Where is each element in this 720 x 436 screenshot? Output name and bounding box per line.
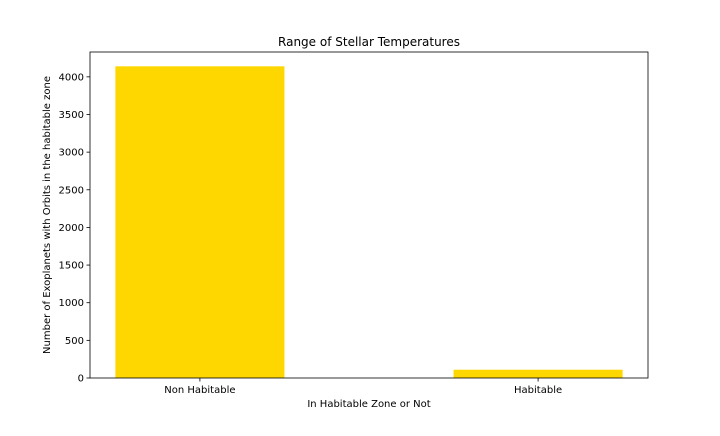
y-tick-label: 2000: [59, 223, 84, 234]
y-tick-label: 1500: [59, 261, 84, 272]
y-tick-label: 4000: [59, 72, 84, 83]
plot-frame: [89, 51, 649, 379]
bar-non-habitable: [115, 66, 285, 379]
y-tick-label: 3500: [59, 110, 84, 121]
x-axis-label: In Habitable Zone or Not: [307, 399, 430, 410]
x-tick-label: Habitable: [514, 385, 562, 396]
bar-habitable: [453, 369, 623, 378]
x-tick-label: Non Habitable: [164, 385, 235, 396]
y-axis-label: Number of Exoplanets with Orbits in the …: [42, 76, 53, 354]
y-tick-label: 0: [78, 374, 84, 385]
y-tick-label: 500: [65, 336, 84, 347]
x-axis-ticks: Non Habitable Habitable: [164, 378, 562, 396]
y-tick-label: 3000: [59, 148, 84, 159]
y-axis-ticks: 0 500 1000 1500 2000 2500 3000 3500 4000: [59, 72, 90, 385]
y-tick-label: 2500: [59, 185, 84, 196]
bars-layer: [115, 66, 623, 379]
chart-title: Range of Stellar Temperatures: [278, 35, 460, 49]
y-tick-label: 1000: [59, 298, 84, 309]
